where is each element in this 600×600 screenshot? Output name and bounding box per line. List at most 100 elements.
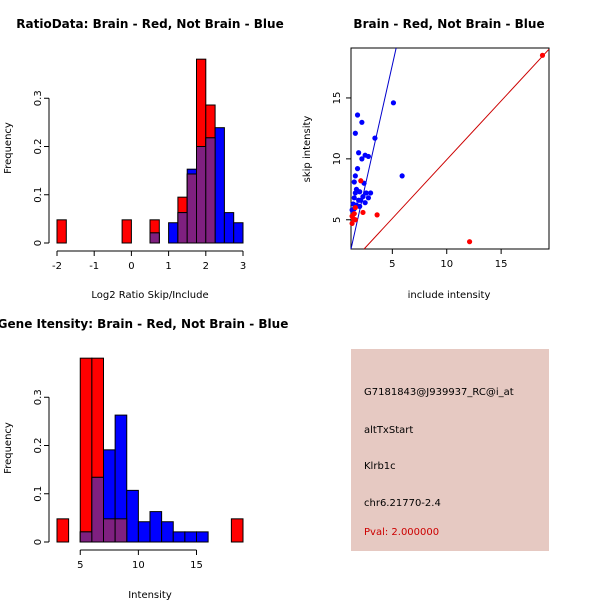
ratio-histogram-axes: -2 -1 0 1 2 3 0 0.1 0.2 0.3 <box>33 90 246 272</box>
intensity-scatter-xlabel: include intensity <box>408 290 491 301</box>
intensity-scatter-ylabel: skip intensity <box>302 116 313 183</box>
ratio-histogram-title: RatioData: Brain - Red, Not Brain - Blue <box>16 17 283 31</box>
bar-brain-0 <box>56 219 67 244</box>
probe-id: G7181843@J939937_RC@i_at <box>364 387 514 398</box>
gene-intensity-ylabel: Frequency <box>3 422 14 474</box>
bar-not-brain-5 <box>137 521 151 543</box>
point-not-brain-6 <box>359 156 365 162</box>
y-tick-label: 0.1 <box>33 187 44 203</box>
y-tick-label: 0 <box>33 240 44 246</box>
point-not-brain-13 <box>351 179 357 185</box>
point-not-brain-11 <box>354 166 361 172</box>
x-tick-label: 15 <box>495 259 508 270</box>
y-tick-label: 15 <box>332 92 343 105</box>
fit-line-0 <box>350 47 397 250</box>
bar-not-brain-6 <box>149 511 163 543</box>
y-tick-label: 0 <box>33 539 44 545</box>
bar-not-brain-7 <box>223 212 235 244</box>
point-not-brain-21 <box>351 195 357 201</box>
bar-not-brain-4 <box>126 489 139 543</box>
gene-intensity-axes: 5 10 15 0 0.1 0.2 0.3 <box>33 389 203 571</box>
ratio-histogram-xlabel: Log2 Ratio Skip/Include <box>91 290 208 301</box>
point-brain-4 <box>358 178 364 184</box>
bar-overlap-5-4 <box>196 146 207 244</box>
point-brain-2 <box>374 212 380 218</box>
point-brain-10 <box>349 220 355 227</box>
bar-overlap-6-5 <box>205 137 216 244</box>
gene-name: Klrb1c <box>364 461 396 472</box>
bar-not-brain-8 <box>172 531 186 543</box>
bar-not-brain-7 <box>161 521 174 543</box>
bar-overlap-4-3 <box>114 518 128 543</box>
point-not-brain-8 <box>365 153 372 160</box>
point-not-brain-27 <box>357 203 363 209</box>
bar-overlap-3-2 <box>177 212 188 244</box>
x-tick-label: 15 <box>190 560 203 571</box>
x-tick-label: 10 <box>132 560 145 571</box>
intensity-scatter: Brain - Red, Not Brain - Blue 5 10 15 5 10 15… <box>302 17 550 301</box>
bar-overlap-4-3 <box>186 173 197 244</box>
point-not-brain-1 <box>354 112 361 118</box>
gene-intensity-histogram: Gene Itensity: Brain - Red, Not Brain - … <box>0 317 288 600</box>
point-not-brain-20 <box>365 195 372 201</box>
y-tick-label: 0.3 <box>33 90 44 106</box>
y-tick-label: 0.1 <box>33 486 44 502</box>
point-brain-3 <box>360 209 366 216</box>
bar-brain-5 <box>230 518 244 543</box>
pval: Pval: 2.000000 <box>364 527 440 538</box>
bar-brain-1 <box>79 357 93 543</box>
point-brain-9 <box>352 217 358 223</box>
bar-overlap-2-0 <box>149 232 160 244</box>
point-not-brain-16 <box>363 190 369 196</box>
y-tick-label: 0.2 <box>33 438 44 454</box>
ratio-histogram-ylabel: Frequency <box>3 122 14 174</box>
y-tick-label: 10 <box>332 152 343 165</box>
bar-overlap-3-2 <box>103 518 116 543</box>
x-tick-label: 10 <box>440 259 453 270</box>
bar-brain-0 <box>56 518 70 543</box>
y-tick-label: 0.2 <box>33 139 44 155</box>
point-not-brain-23 <box>356 197 362 203</box>
ratio-histogram: RatioData: Brain - Red, Not Brain - Blue… <box>3 17 284 301</box>
x-tick-label: -1 <box>89 261 99 272</box>
point-brain-1 <box>466 239 473 245</box>
bar-not-brain-9 <box>184 531 197 543</box>
scatter-points <box>349 52 546 245</box>
bar-brain-1 <box>121 219 132 244</box>
scatter-plot-box <box>350 47 550 250</box>
gene-intensity-bars <box>56 357 244 543</box>
x-tick-label: 0 <box>128 261 134 272</box>
point-not-brain-2 <box>359 119 365 125</box>
point-not-brain-4 <box>372 135 378 141</box>
point-not-brain-10 <box>352 173 358 179</box>
bar-not-brain-10 <box>196 531 209 543</box>
y-tick-label: 5 <box>332 217 343 223</box>
point-not-brain-7 <box>356 150 362 156</box>
point-brain-5 <box>352 204 358 211</box>
bar-overlap-2-1 <box>91 476 104 543</box>
bar-not-brain-1 <box>168 222 179 244</box>
event-type: altTxStart <box>364 425 414 436</box>
y-tick-label: 0.3 <box>33 389 44 405</box>
point-brain-0 <box>539 52 546 58</box>
x-tick-label: 5 <box>77 560 83 571</box>
point-not-brain-3 <box>390 100 397 106</box>
scatter-fit-lines <box>350 47 550 250</box>
bar-not-brain-6 <box>214 127 225 244</box>
point-not-brain-24 <box>362 200 368 206</box>
x-tick-label: 1 <box>165 261 171 272</box>
fit-line-1 <box>363 48 550 250</box>
intensity-scatter-title: Brain - Red, Not Brain - Blue <box>353 17 544 31</box>
bar-not-brain-8 <box>233 222 244 244</box>
gene-intensity-histogram-title: Gene Itensity: Brain - Red, Not Brain - … <box>0 317 288 331</box>
point-not-brain-0 <box>352 130 358 136</box>
ratio-histogram-bars <box>56 58 244 244</box>
point-not-brain-18 <box>352 190 358 196</box>
point-not-brain-9 <box>399 173 405 179</box>
probe-info-panel: G7181843@J939937_RC@i_at altTxStart Klrb… <box>351 349 549 551</box>
x-tick-label: 2 <box>203 261 209 272</box>
point-not-brain-17 <box>367 190 374 196</box>
bar-overlap-1-0 <box>79 531 93 543</box>
x-tick-label: -2 <box>52 261 62 272</box>
